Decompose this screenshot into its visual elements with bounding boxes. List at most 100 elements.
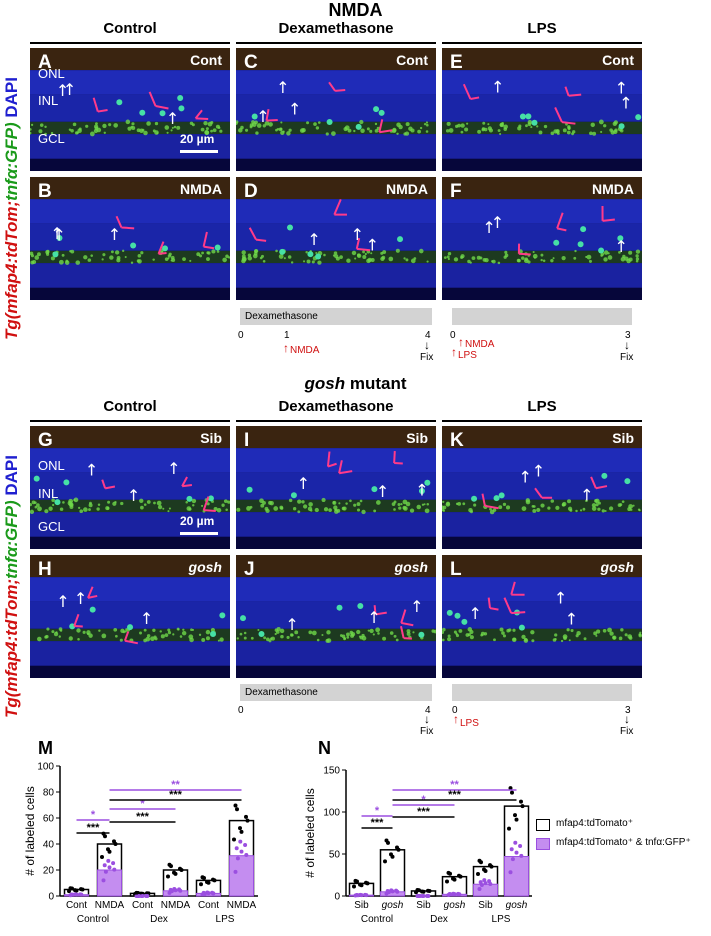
arrow-icon: ↑	[127, 486, 140, 505]
timeline-nmda: NMDA	[465, 339, 495, 350]
significance-label: ***	[169, 789, 183, 801]
gfp-signal	[120, 501, 124, 506]
tnf-cell	[371, 486, 378, 493]
gfp-signal	[562, 128, 567, 133]
data-point	[390, 854, 395, 859]
gfp-signal	[417, 129, 422, 134]
gfp-signal	[538, 130, 543, 135]
gfp-signal	[176, 125, 181, 130]
x-tick-label: Sib	[478, 900, 493, 911]
gcl-band	[442, 263, 642, 288]
microglia-cell	[590, 476, 608, 490]
tnf-cell	[127, 624, 134, 631]
gfp-signal	[505, 505, 511, 510]
timeline-lps: LPS	[460, 718, 479, 729]
microglia-cell	[564, 86, 582, 97]
data-point	[427, 888, 432, 893]
gfp-signal	[466, 122, 469, 125]
photoreceptor-band	[30, 555, 230, 578]
arrow-icon: ↑	[519, 467, 532, 486]
gfp-signal	[273, 506, 279, 511]
gfp-signal	[555, 505, 560, 510]
gfp-signal	[483, 632, 488, 636]
data-point	[421, 894, 426, 898]
data-point	[111, 861, 116, 866]
col-line	[30, 42, 230, 44]
gfp-signal	[489, 509, 495, 515]
y-tick-label: 80	[43, 788, 55, 799]
gfp-signal	[219, 637, 224, 642]
gfp-signal	[124, 256, 127, 259]
gfp-signal	[421, 503, 425, 506]
gcl-band	[30, 134, 230, 159]
data-point	[355, 879, 359, 884]
gfp-signal	[397, 503, 401, 506]
gfp-signal	[460, 130, 464, 134]
gfp-signal	[635, 260, 639, 263]
tnf-cell	[279, 248, 286, 255]
tnf-cell	[525, 113, 532, 120]
arrow-icon: ↑	[410, 597, 423, 616]
data-point	[507, 826, 511, 831]
microglia-cell	[601, 205, 615, 222]
arrow-icon: ↑	[166, 109, 179, 128]
arrow-icon: ↑	[276, 78, 289, 97]
gfp-signal	[246, 506, 251, 511]
gfp-signal	[423, 122, 427, 126]
gfp-signal	[70, 129, 74, 133]
gfp-signal	[554, 633, 558, 637]
gfp-signal	[306, 259, 311, 264]
gfp-signal	[167, 631, 172, 635]
gfp-signal	[448, 128, 454, 133]
microglia-cell	[248, 227, 267, 242]
gfp-signal	[264, 506, 269, 511]
tnf-cell	[240, 615, 247, 622]
gfp-signal	[115, 634, 118, 638]
micrograph-texture: ↑ ↑ ↑	[236, 555, 436, 666]
gcl-band	[30, 641, 230, 666]
data-point	[386, 840, 390, 845]
gfp-signal	[388, 256, 394, 262]
y-tick-label: 40	[43, 840, 55, 851]
gfp-signal	[635, 257, 640, 261]
gfp-signal	[58, 259, 64, 265]
gfp-signal	[200, 127, 205, 132]
gfp-signal	[598, 501, 601, 505]
tnf-cell	[357, 602, 364, 609]
micrograph-panel-e: ↑ ↑ ↑ E Cont	[442, 48, 642, 171]
gfp-signal	[360, 128, 365, 134]
gfp-signal	[530, 630, 535, 635]
y-tick-label: 20	[43, 866, 55, 877]
gfp-signal	[455, 124, 459, 128]
data-point	[383, 859, 387, 864]
gfp-signal	[447, 251, 452, 256]
gfp-signal	[442, 508, 445, 512]
gfp-signal	[199, 254, 203, 258]
gfp-signal	[442, 505, 447, 510]
tnf-cell	[246, 486, 253, 493]
data-point	[476, 871, 480, 876]
gfp-signal	[216, 250, 220, 253]
gfp-signal	[30, 503, 32, 507]
arrow-icon: ↑	[285, 615, 298, 634]
data-point	[80, 887, 85, 892]
gfp-signal	[76, 628, 81, 633]
arrow-icon: ↑	[50, 224, 63, 243]
chart-letter-n: N	[318, 738, 331, 758]
gfp-signal	[216, 507, 222, 513]
photoreceptor-band	[442, 426, 642, 449]
significance-label: ***	[87, 822, 101, 834]
gfp-signal	[512, 628, 516, 632]
gfp-signal	[36, 503, 40, 507]
gfp-signal	[445, 502, 451, 507]
gfp-signal	[608, 506, 614, 511]
data-point	[365, 881, 370, 886]
data-point	[140, 894, 145, 898]
gfp-signal	[206, 257, 210, 261]
gfp-signal	[573, 256, 577, 260]
gfp-signal	[198, 633, 202, 636]
gfp-signal	[550, 499, 555, 503]
data-point	[206, 891, 211, 896]
gfp-signal	[250, 636, 254, 640]
gcl-band	[442, 134, 642, 159]
